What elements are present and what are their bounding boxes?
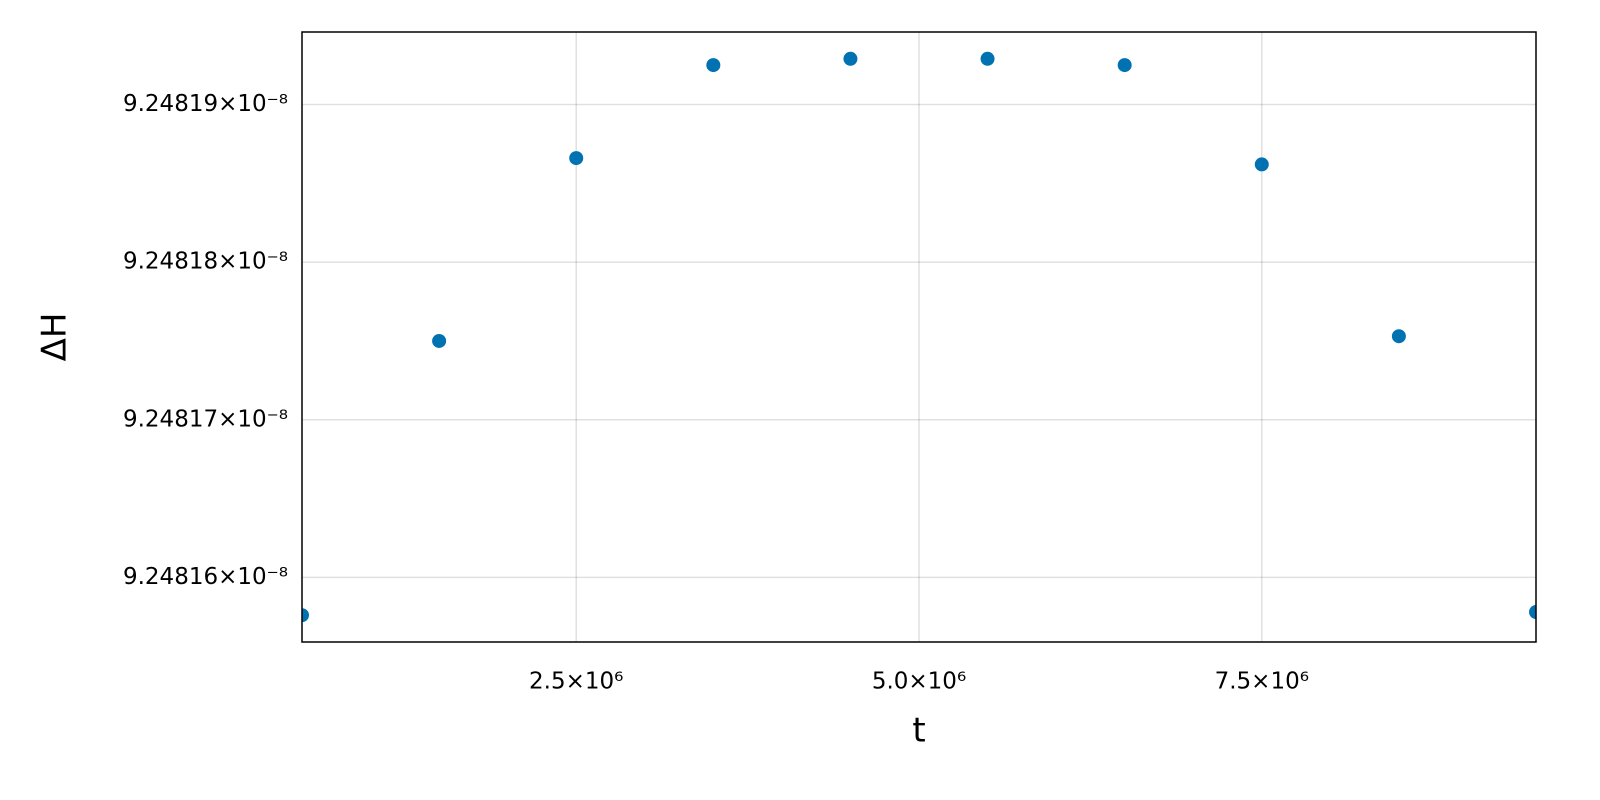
point xyxy=(1529,605,1536,620)
point xyxy=(432,333,447,348)
y-tick-label: 9.24819×10⁻⁸ xyxy=(123,91,288,117)
point xyxy=(706,58,721,73)
x-tick-label: 7.5×10⁶ xyxy=(1215,669,1309,695)
point xyxy=(1117,58,1132,73)
point xyxy=(302,608,309,623)
x-tick-label: 2.5×10⁶ xyxy=(529,669,623,695)
y-axis-title: ΔH xyxy=(35,313,75,362)
point xyxy=(843,51,858,66)
point xyxy=(980,51,995,66)
x-axis-title: t xyxy=(912,711,925,751)
x-tick-label: 5.0×10⁶ xyxy=(872,669,966,695)
point xyxy=(1391,329,1406,344)
y-tick-label: 9.24816×10⁻⁸ xyxy=(123,564,288,590)
y-tick-label: 9.24817×10⁻⁸ xyxy=(123,406,288,432)
y-tick-label: 9.24818×10⁻⁸ xyxy=(123,249,288,275)
point xyxy=(569,151,584,166)
plot-frame xyxy=(301,31,1537,643)
point xyxy=(1254,157,1269,172)
